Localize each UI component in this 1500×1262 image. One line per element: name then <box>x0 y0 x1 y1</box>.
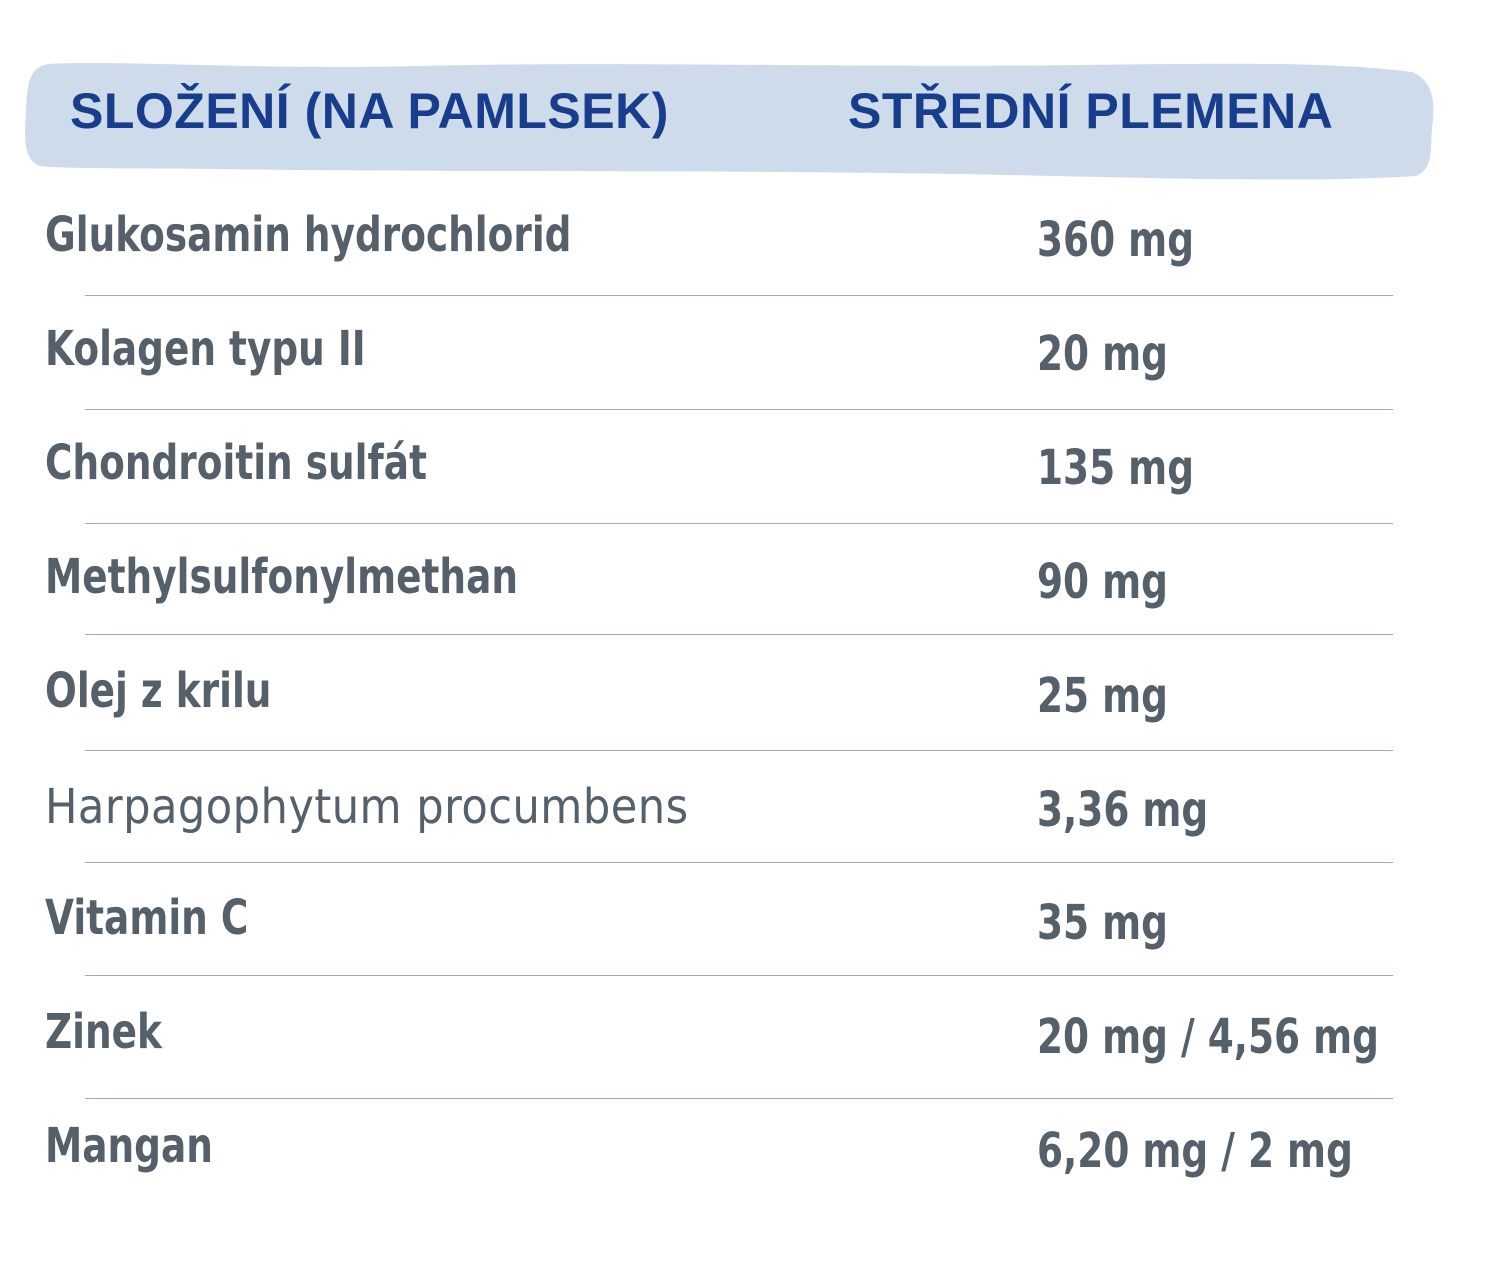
ingredient-name: Chondroitin sulfát <box>45 435 427 491</box>
ingredient-name: Mangan <box>45 1118 213 1174</box>
ingredient-amount: 25 mg <box>1037 668 1168 724</box>
column-header-medium-breeds: STŘEDNÍ PLEMENA <box>848 83 1334 139</box>
table-row: Mangan 6,20 mg / 2 mg <box>0 1118 1500 1218</box>
ingredient-name: Olej z krilu <box>45 663 272 719</box>
ingredient-amount: 20 mg / 4,56 mg <box>1037 1009 1379 1065</box>
header-band <box>25 63 1434 180</box>
row-divider <box>85 523 1393 524</box>
table-row: Vitamin C 35 mg <box>0 890 1500 990</box>
ingredient-amount: 6,20 mg / 2 mg <box>1037 1123 1353 1179</box>
row-divider <box>85 975 1393 976</box>
ingredient-name: Methylsulfonylmethan <box>45 549 518 605</box>
ingredient-amount: 35 mg <box>1037 895 1168 951</box>
column-header-composition: SLOŽENÍ (NA PAMLSEK) <box>70 83 669 139</box>
ingredient-amount: 135 mg <box>1037 440 1194 496</box>
row-divider <box>85 634 1393 635</box>
table-row: Olej z krilu 25 mg <box>0 663 1500 763</box>
ingredient-name: Glukosamin hydrochlorid <box>45 207 572 263</box>
row-divider <box>85 862 1393 863</box>
ingredient-name: Kolagen typu II <box>45 321 366 377</box>
ingredient-amount: 360 mg <box>1037 212 1194 268</box>
ingredient-amount: 90 mg <box>1037 554 1168 610</box>
table-row: Glukosamin hydrochlorid 360 mg <box>0 207 1500 307</box>
table-row: Harpagophytum procumbens 3,36 mg <box>0 777 1500 877</box>
table-row: Zinek 20 mg / 4,56 mg <box>0 1004 1500 1104</box>
table-row: Kolagen typu II 20 mg <box>0 321 1500 421</box>
table-row: Methylsulfonylmethan 90 mg <box>0 549 1500 649</box>
row-divider <box>85 295 1393 296</box>
table-row: Chondroitin sulfát 135 mg <box>0 435 1500 535</box>
ingredient-name: Harpagophytum procumbens <box>45 779 689 835</box>
ingredient-name: Zinek <box>45 1004 162 1060</box>
row-divider <box>85 409 1393 410</box>
ingredient-amount: 3,36 mg <box>1037 782 1209 838</box>
ingredient-amount: 20 mg <box>1037 326 1168 382</box>
row-divider <box>85 750 1393 751</box>
row-divider <box>85 1098 1393 1099</box>
ingredient-name: Vitamin C <box>45 890 249 946</box>
